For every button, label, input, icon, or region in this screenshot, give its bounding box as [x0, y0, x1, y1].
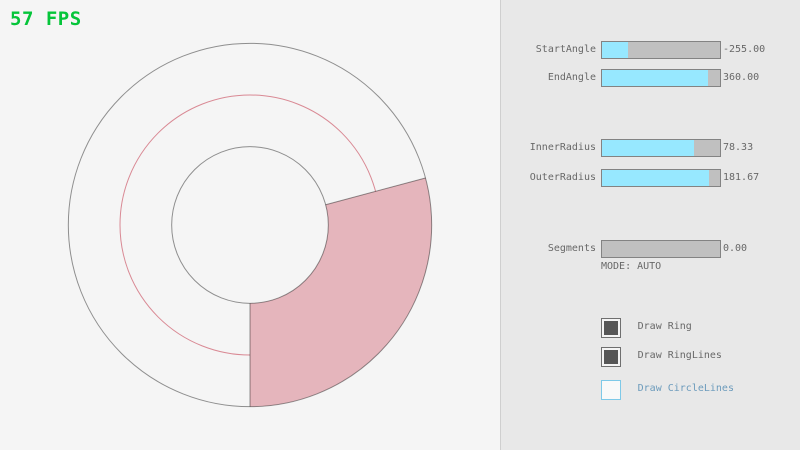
inner-radius-slider[interactable]: [601, 139, 721, 157]
end-angle-slider[interactable]: [601, 69, 721, 87]
end-angle-label: EndAngle: [547, 72, 596, 83]
ring-drawing: [67, 42, 433, 408]
start-angle-value: -255.00: [723, 44, 766, 55]
outer-radius-slider[interactable]: [601, 169, 721, 187]
draw-ringlines-checkbox-row: Draw RingLines: [601, 347, 722, 367]
checkmark: [604, 321, 618, 335]
segments-slider[interactable]: [601, 240, 721, 258]
start-angle-row: StartAngle -255.00: [501, 41, 800, 59]
control-panel: StartAngle -255.00 EndAngle 360.00 Inner…: [500, 0, 800, 450]
draw-circlelines-checkbox-row: Draw CircleLines: [601, 380, 734, 400]
draw-ring-label: Draw Ring: [637, 321, 692, 332]
checkmark: [604, 350, 618, 364]
draw-ringlines-label: Draw RingLines: [637, 350, 722, 361]
draw-ring-checkbox[interactable]: [601, 318, 621, 338]
inner-radius-row: InnerRadius 78.33: [501, 139, 800, 157]
segments-value: 0.00: [723, 243, 748, 254]
segments-label: Segments: [547, 243, 596, 254]
segments-mode-label: MODE: AUTO: [601, 261, 662, 272]
segments-row: Segments 0.00: [501, 240, 800, 258]
outer-radius-value: 181.67: [723, 172, 760, 183]
inner-radius-value: 78.33: [723, 142, 754, 153]
draw-ring-checkbox-row: Draw Ring: [601, 318, 692, 338]
end-angle-value: 360.00: [723, 72, 760, 83]
ring-outline-outer: [67, 42, 433, 408]
ring-outline-inner: [171, 146, 329, 304]
draw-circlelines-checkbox[interactable]: [601, 380, 621, 400]
slider-fill: [602, 42, 628, 58]
draw-circlelines-label: Draw CircleLines: [637, 383, 734, 394]
slider-fill: [602, 140, 695, 156]
slider-fill: [602, 170, 710, 186]
slider-fill: [602, 70, 709, 86]
start-angle-label: StartAngle: [535, 44, 596, 55]
start-angle-slider[interactable]: [601, 41, 721, 59]
outer-radius-label: OuterRadius: [529, 172, 596, 183]
fps-counter: 57 FPS: [10, 8, 82, 30]
draw-ringlines-checkbox[interactable]: [601, 347, 621, 367]
inner-radius-label: InnerRadius: [529, 142, 596, 153]
outer-radius-row: OuterRadius 181.67: [501, 169, 800, 187]
ring-radial-line-end: [325, 177, 426, 206]
ring-sector-light: [250, 177, 432, 407]
end-angle-row: EndAngle 360.00: [501, 69, 800, 87]
